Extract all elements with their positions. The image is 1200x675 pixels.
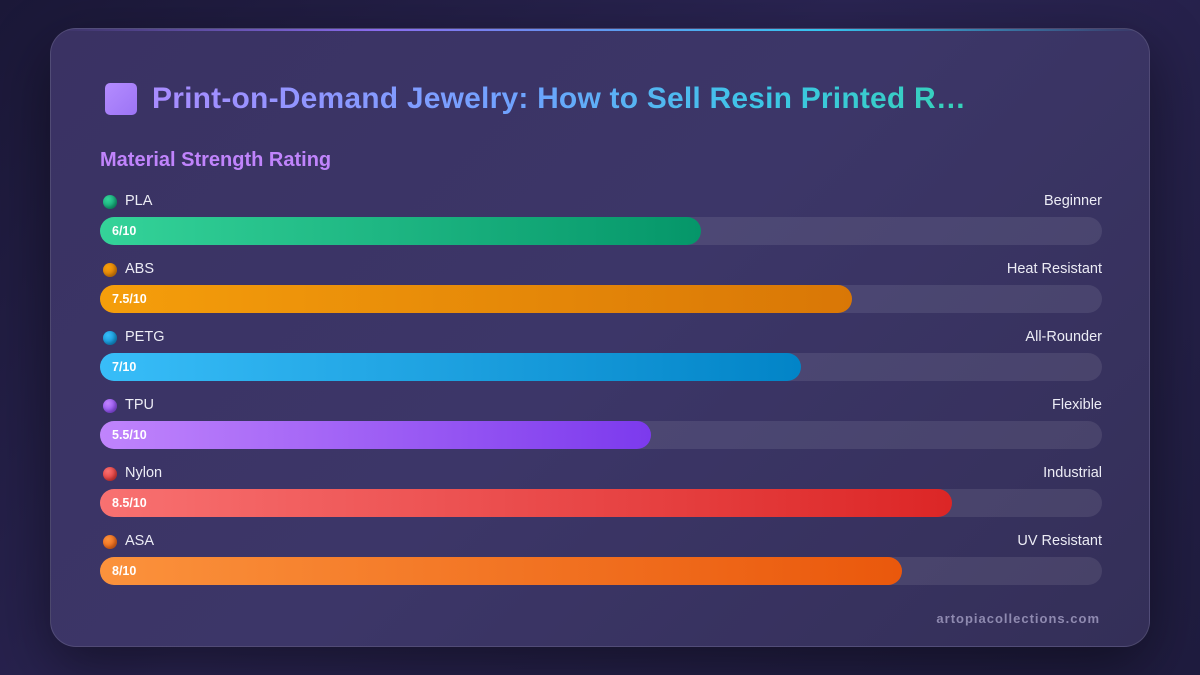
bar-track: 6/10	[100, 217, 1102, 245]
chart-title: Material Strength Rating	[100, 149, 332, 171]
bar-row: Nylon Industrial 8.5/10	[100, 463, 1102, 531]
bar-value-label: 7/10	[112, 360, 137, 374]
material-dot-icon	[103, 263, 117, 277]
material-dot-icon	[103, 535, 117, 549]
category-label: ABS	[125, 261, 155, 277]
bar: 6/10	[100, 217, 702, 245]
square-icon	[105, 83, 137, 115]
title-row: Print-on-Demand Jewelry: How to Sell Res…	[105, 82, 966, 116]
bar-value-label: 6/10	[112, 224, 137, 238]
bar-value-label: 8.5/10	[112, 496, 147, 510]
bar-row-header: TPU Flexible	[100, 395, 1102, 419]
bar-row: ASA UV Resistant 8/10	[100, 531, 1102, 599]
bar-row-header: PLA Beginner	[100, 191, 1102, 215]
category-tag: All-Rounder	[1025, 329, 1102, 345]
bar-track: 8/10	[100, 557, 1102, 585]
category-tag: Industrial	[1043, 465, 1102, 481]
category-tag: Heat Resistant	[1006, 261, 1102, 277]
category-label: PLA	[125, 193, 153, 209]
bar-track: 7/10	[100, 353, 1102, 381]
bar-track: 7.5/10	[100, 285, 1102, 313]
bar-track: 5.5/10	[100, 421, 1102, 449]
material-dot-icon	[103, 195, 117, 209]
category-tag: Beginner	[1043, 193, 1102, 209]
bar: 8/10	[100, 557, 902, 585]
bar-row-header: PETG All-Rounder	[100, 327, 1102, 351]
page-title: Print-on-Demand Jewelry: How to Sell Res…	[152, 82, 967, 115]
material-dot-icon	[103, 331, 117, 345]
bar-row-header: Nylon Industrial	[100, 463, 1102, 487]
category-tag: UV Resistant	[1017, 533, 1102, 549]
category-label: ASA	[125, 533, 155, 549]
bar-value-label: 7.5/10	[112, 292, 147, 306]
bar-value-label: 5.5/10	[112, 428, 147, 442]
site-watermark: artopiacollections.com	[936, 611, 1100, 626]
bar-track: 8.5/10	[100, 489, 1102, 517]
category-tag: Flexible	[1052, 397, 1102, 413]
bar-value-label: 8/10	[112, 564, 137, 578]
chart-card: Print-on-Demand Jewelry: How to Sell Res…	[50, 28, 1150, 647]
bar-row-header: ASA UV Resistant	[100, 531, 1102, 555]
bar: 7.5/10	[100, 285, 852, 313]
bar-row: PETG All-Rounder 7/10	[100, 327, 1102, 395]
category-label: TPU	[125, 397, 154, 413]
bar-row: ABS Heat Resistant 7.5/10	[100, 259, 1102, 327]
material-dot-icon	[103, 399, 117, 413]
bar: 5.5/10	[100, 421, 652, 449]
category-label: PETG	[125, 329, 165, 345]
card-accent-line	[51, 29, 1149, 31]
bar-row: PLA Beginner 6/10	[100, 191, 1102, 259]
bar-list: PLA Beginner 6/10 ABS Heat Resistant 7.5/10 PE…	[100, 191, 1102, 599]
material-dot-icon	[103, 467, 117, 481]
category-label: Nylon	[125, 465, 163, 481]
bar: 8.5/10	[100, 489, 952, 517]
bar-row: TPU Flexible 5.5/10	[100, 395, 1102, 463]
bar: 7/10	[100, 353, 802, 381]
bar-row-header: ABS Heat Resistant	[100, 259, 1102, 283]
